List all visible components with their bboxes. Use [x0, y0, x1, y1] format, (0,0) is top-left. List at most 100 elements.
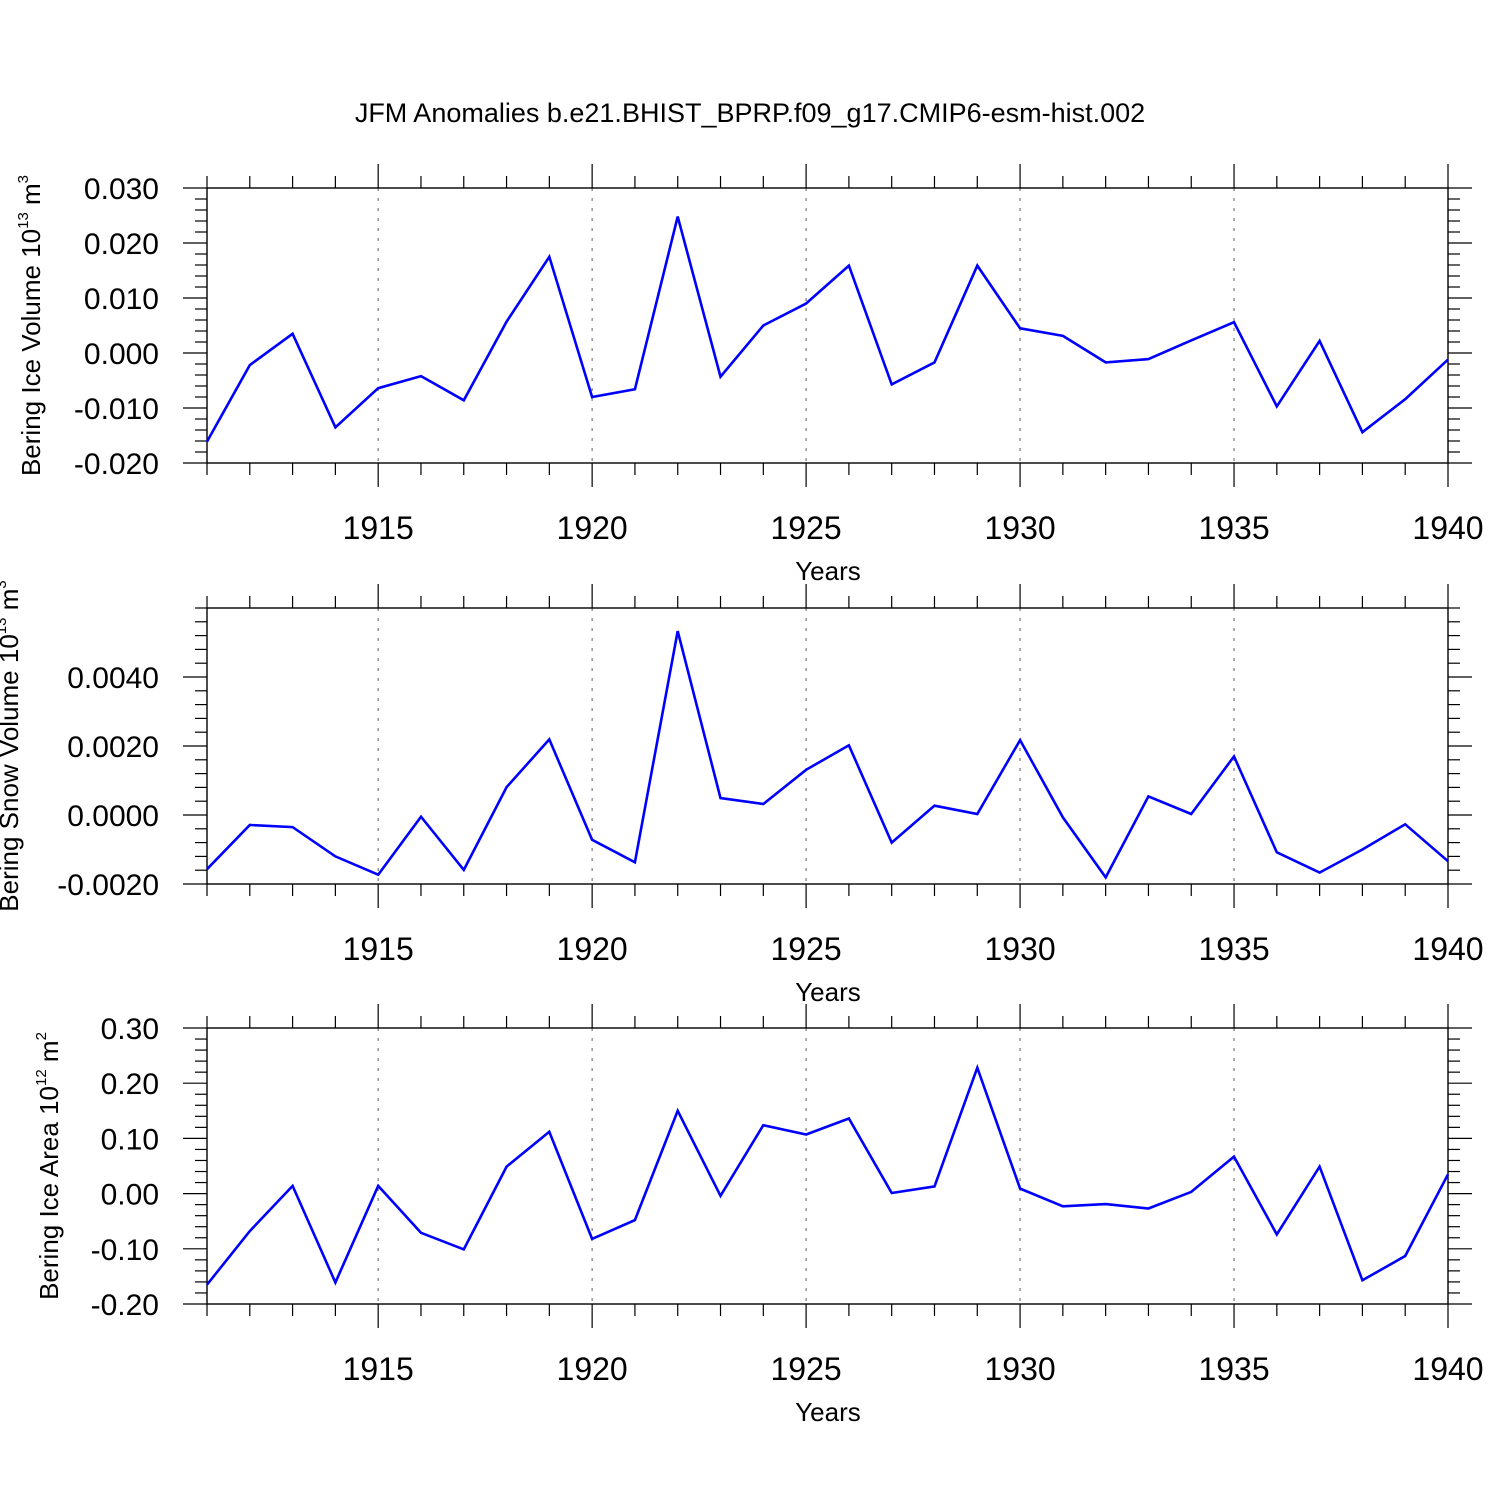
y-tick-label: 0.30	[101, 1013, 159, 1046]
data-point	[676, 629, 680, 633]
data-point	[1232, 754, 1236, 758]
chart-title: JFM Anomalies b.e21.BHIST_BPRP.f09_g17.C…	[355, 98, 1145, 128]
data-point	[205, 867, 209, 871]
panel-1: -0.020 -0.010 0.000 0.010 0.020 0.030 1915 1920…	[15, 164, 1484, 586]
y-tick-label: 0.030	[84, 173, 159, 206]
data-point	[1104, 1202, 1108, 1206]
data-point	[376, 1184, 380, 1188]
data-point	[890, 1191, 894, 1195]
x-tick-label: 1915	[343, 1351, 414, 1387]
y-axis-label: Bering Snow Volume 1013 m3	[0, 580, 24, 911]
data-point	[761, 1123, 765, 1127]
data-point	[932, 804, 936, 808]
data-point	[633, 387, 637, 391]
data-point	[804, 302, 808, 306]
data-point	[462, 1247, 466, 1251]
data-point	[719, 796, 723, 800]
data-point	[248, 363, 252, 367]
x-tick-label: 1930	[984, 510, 1055, 546]
y-tick-label: 0.0020	[67, 731, 159, 764]
y-tick-label: -0.020	[74, 448, 159, 481]
y-tick-label: 0.00	[101, 1179, 159, 1212]
data-point	[1061, 334, 1065, 338]
data-point	[1232, 1155, 1236, 1159]
data-point	[1318, 1165, 1322, 1169]
data-point	[547, 737, 551, 741]
x-tick-label: 1925	[771, 1351, 842, 1387]
x-tick-label: 1930	[984, 1351, 1055, 1387]
x-tick-label: 1925	[771, 510, 842, 546]
data-point	[719, 1194, 723, 1198]
data-point	[376, 386, 380, 390]
x-tick-label: 1915	[343, 931, 414, 967]
data-point	[547, 255, 551, 259]
data-point	[248, 823, 252, 827]
y-tick-label: -0.0020	[57, 869, 159, 902]
plot-frame	[206, 1027, 1449, 1305]
data-point	[1403, 397, 1407, 401]
data-point	[890, 841, 894, 845]
data-point	[291, 1184, 295, 1188]
data-point	[719, 375, 723, 379]
x-tick-label: 1915	[343, 510, 414, 546]
y-tick-label: -0.20	[91, 1289, 159, 1322]
data-point	[1360, 430, 1364, 434]
data-point	[547, 1130, 551, 1134]
data-point	[1360, 1278, 1364, 1282]
x-tick-label: 1935	[1198, 510, 1269, 546]
data-point	[676, 1109, 680, 1113]
y-tick-label: 0.010	[84, 283, 159, 316]
data-point	[761, 324, 765, 328]
x-tick-label: 1940	[1412, 1351, 1483, 1387]
data-point	[932, 360, 936, 364]
data-point	[804, 768, 808, 772]
data-point	[1446, 859, 1450, 863]
data-point	[1275, 404, 1279, 408]
panels: -0.020 -0.010 0.000 0.010 0.020 0.030 1915 1920…	[0, 164, 1484, 1427]
panel-2: -0.0020 0.0000 0.0020 0.0040 1915 1920 1925 193…	[0, 580, 1484, 1007]
y-tick-label: 0.020	[84, 228, 159, 261]
data-point	[248, 1229, 252, 1233]
data-point	[205, 1283, 209, 1287]
series-line	[205, 1063, 1450, 1286]
data-point	[333, 854, 337, 858]
x-tick-label: 1920	[557, 510, 628, 546]
data-point	[1018, 1187, 1022, 1191]
x-tick-label: 1920	[557, 1351, 628, 1387]
data-point	[975, 812, 979, 816]
data-point	[804, 1133, 808, 1137]
data-point	[291, 332, 295, 336]
data-point	[633, 860, 637, 864]
x-tick-label: 1930	[984, 931, 1055, 967]
y-axis-label: Bering Ice Volume 1013 m3	[15, 175, 46, 476]
data-point	[1061, 1204, 1065, 1208]
x-tick-label: 1935	[1198, 1351, 1269, 1387]
data-point	[1018, 738, 1022, 742]
series-line	[205, 216, 1449, 443]
data-point	[1104, 875, 1108, 879]
data-point	[890, 382, 894, 386]
data-point	[205, 440, 209, 444]
data-point	[975, 1066, 979, 1070]
x-tick-label: 1940	[1412, 931, 1483, 967]
data-point	[419, 815, 423, 819]
data-point	[1403, 822, 1407, 826]
x-tick-label: 1940	[1412, 510, 1483, 546]
data-point	[847, 264, 851, 268]
data-point	[333, 1280, 337, 1284]
data-point	[633, 1218, 637, 1222]
data-point	[462, 398, 466, 402]
y-tick-label: -0.10	[91, 1234, 159, 1267]
data-point	[291, 825, 295, 829]
y-tick-label: 0.20	[101, 1068, 159, 1101]
data-point	[847, 1117, 851, 1121]
data-point	[1189, 338, 1193, 342]
data-point	[505, 785, 509, 789]
y-axis-label: Bering Ice Area 1012 m2	[33, 1032, 64, 1300]
data-point	[1104, 360, 1108, 364]
series-line	[206, 630, 1449, 880]
data-point	[1146, 1207, 1150, 1211]
plot-frame	[206, 607, 1449, 885]
data-point	[676, 215, 680, 219]
